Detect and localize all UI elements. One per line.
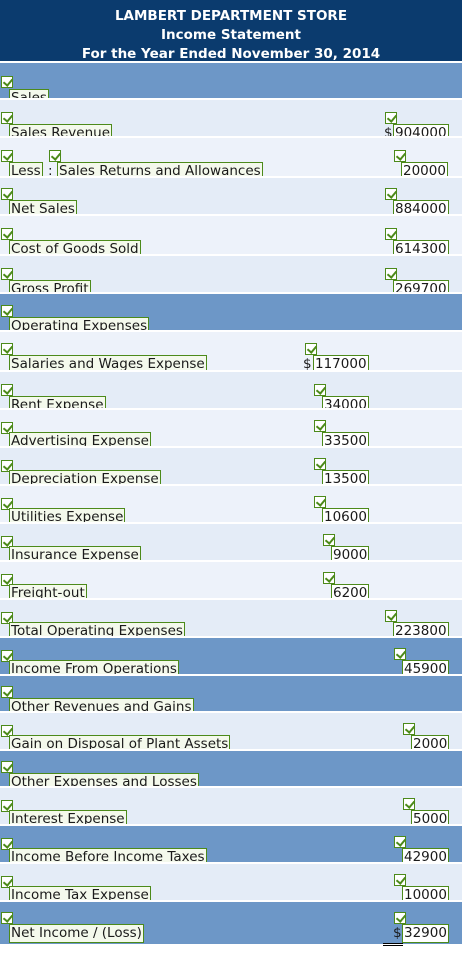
currency-symbol: $	[384, 125, 393, 141]
check-icon	[1, 612, 13, 624]
row-interest: Interest Expense 5000	[0, 786, 462, 829]
check-icon	[1, 650, 13, 662]
check-icon	[403, 798, 415, 810]
row-other-revenues-heading: Other Revenues and Gains	[0, 674, 462, 717]
check-icon	[1, 761, 13, 773]
check-icon	[385, 112, 397, 124]
check-icon	[1, 268, 13, 280]
check-icon	[1, 76, 13, 88]
check-icon	[314, 420, 326, 432]
check-icon	[314, 458, 326, 470]
underline	[383, 943, 403, 944]
check-icon	[1, 574, 13, 586]
check-icon	[314, 496, 326, 508]
check-icon	[1, 384, 13, 396]
row-utilities: Utilities Expense 10600	[0, 484, 462, 527]
check-icon	[385, 268, 397, 280]
row-income-operations: Income From Operations 45900	[0, 636, 462, 679]
check-icon	[1, 800, 13, 812]
net-income-amount[interactable]: 32900	[402, 924, 449, 943]
check-icon	[1, 228, 13, 240]
check-icon	[403, 723, 415, 735]
check-icon	[1, 686, 13, 698]
row-depreciation: Depreciation Expense 13500	[0, 446, 462, 489]
net-income-field[interactable]: Net Income / (Loss)	[9, 924, 144, 943]
row-opex-heading: Operating Expenses	[0, 292, 462, 336]
statement-title: Income Statement	[160, 27, 302, 43]
check-icon	[323, 572, 335, 584]
check-icon	[314, 384, 326, 396]
row-freight: Freight-out 6200	[0, 560, 462, 603]
check-icon	[305, 343, 317, 355]
check-icon	[1, 498, 13, 510]
check-icon	[1, 725, 13, 737]
company-name: LAMBERT DEPARTMENT STORE	[114, 8, 348, 24]
double-underline	[383, 945, 403, 946]
row-total-opex: Total Operating Expenses 223800	[0, 598, 462, 641]
check-icon	[1, 422, 13, 434]
check-icon	[394, 912, 406, 924]
check-icon	[385, 228, 397, 240]
check-icon	[394, 150, 406, 162]
statement-header: LAMBERT DEPARTMENT STORE Income Statemen…	[0, 0, 462, 62]
check-icon	[49, 150, 61, 162]
row-gross-profit: Gross Profit 269700	[0, 254, 462, 299]
check-icon	[394, 648, 406, 660]
row-cogs: Cost of Goods Sold 614300	[0, 214, 462, 259]
row-other-expenses-heading: Other Expenses and Losses	[0, 749, 462, 792]
row-gain: Gain on Disposal of Plant Assets 2000	[0, 711, 462, 754]
currency-symbol: $	[303, 356, 312, 372]
row-net-sales: Net Sales 884000	[0, 176, 462, 219]
check-icon	[1, 343, 13, 355]
income-statement: LAMBERT DEPARTMENT STORE Income Statemen…	[0, 0, 462, 944]
check-icon	[1, 536, 13, 548]
statement-period: For the Year Ended November 30, 2014	[81, 46, 381, 62]
row-sales-returns: Less : Sales Returns and Allowances 2000…	[0, 136, 462, 181]
row-income-before-taxes: Income Before Income Taxes 42900	[0, 824, 462, 867]
check-icon	[1, 150, 13, 162]
check-icon	[1, 112, 13, 124]
sales-returns-field[interactable]: Sales Returns and Allowances	[57, 162, 263, 181]
check-icon	[385, 610, 397, 622]
row-sales-revenue: Sales Revenue $ 904000	[0, 98, 462, 143]
check-icon	[1, 876, 13, 888]
row-rent: Rent Expense 34000	[0, 370, 462, 415]
check-icon	[1, 838, 13, 850]
currency-symbol: $	[393, 925, 402, 941]
check-icon	[394, 874, 406, 886]
check-icon	[1, 460, 13, 472]
check-icon	[394, 836, 406, 848]
row-salaries: Salaries and Wages Expense $ 117000	[0, 330, 462, 374]
check-icon	[1, 912, 13, 924]
check-icon	[1, 188, 13, 200]
colon-separator: :	[48, 163, 53, 179]
check-icon	[385, 188, 397, 200]
check-icon	[323, 534, 335, 546]
row-income-tax: Income Tax Expense 10000	[0, 862, 462, 905]
row-sales-heading: Sales	[0, 61, 462, 108]
row-insurance: Insurance Expense 9000	[0, 522, 462, 565]
check-icon	[1, 305, 13, 317]
row-net-income: Net Income / (Loss) $ 32900	[0, 900, 462, 946]
row-advertising: Advertising Expense 33500	[0, 408, 462, 451]
